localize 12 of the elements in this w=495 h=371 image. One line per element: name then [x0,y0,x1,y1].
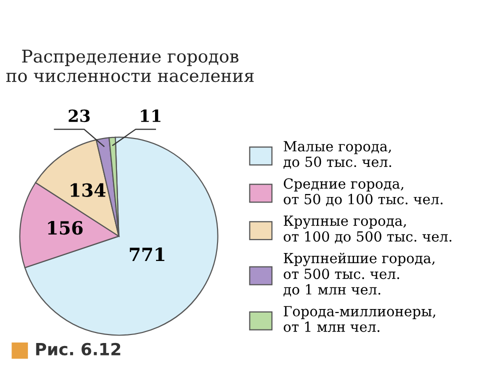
legend-label: Крупные города, от 100 до 500 тыс. чел. [284,216,452,244]
legend-label: Средние города, от 50 до 100 тыс. чел. [284,178,443,206]
data-label: 134 [70,183,106,197]
data-label: 771 [130,248,164,261]
data-label: 156 [48,221,83,235]
data-label: 11 [140,109,160,122]
chart-title: Распределение городов по численности населения [6,50,254,82]
legend-label: Крупнейшие города, от 500 тыс. чел. до 1 млн чел. [284,252,434,296]
legend-label: Малые города, до 50 тыс. чел. [284,141,392,169]
data-label: 23 [68,109,90,122]
text: Рис. 6.12 [36,342,120,356]
legend-label: Города-миллионеры, от 1 млн чел. [284,306,436,332]
